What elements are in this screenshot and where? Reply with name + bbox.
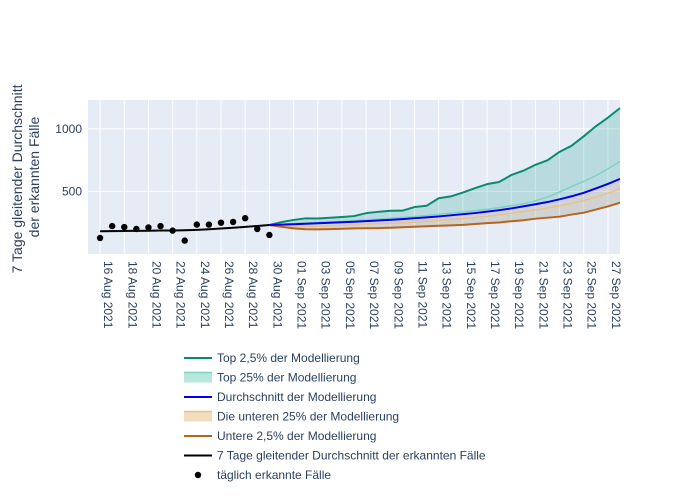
- legend-label: täglich erkannte Fälle: [217, 468, 331, 482]
- x-tick-label: 17 Sep 2021: [488, 261, 502, 329]
- series-line-top-2-5: [269, 107, 621, 226]
- legend-item[interactable]: Die unteren 25% der Modellierung: [184, 410, 399, 424]
- daily-cases-point: [205, 221, 213, 228]
- daily-cases-point: [193, 221, 201, 228]
- legend-label: Durchschnitt der Modellierung: [217, 390, 376, 404]
- daily-cases-point: [108, 222, 116, 230]
- daily-cases-point: [181, 237, 188, 244]
- bands: [269, 108, 620, 230]
- y-tick-label: 500: [62, 184, 82, 198]
- markers: [96, 214, 273, 244]
- x-tick-label: 21 Sep 2021: [536, 261, 550, 329]
- series-line-lower-25: [269, 188, 621, 228]
- legend: Top 2,5% der Modellierung Top 25% der Mod…: [184, 351, 486, 482]
- x-tick-label: 13 Sep 2021: [440, 261, 454, 329]
- x-tick-label: 22 Aug 2021: [174, 261, 188, 329]
- y-axis-ticks: 500 1000: [55, 122, 82, 199]
- legend-swatch: [184, 411, 212, 422]
- legend-label: Top 25% der Modellierung: [217, 371, 356, 385]
- legend-item[interactable]: täglich erkannte Fälle: [194, 468, 332, 482]
- upper-uncertainty-band: [269, 108, 620, 225]
- x-tick-label: 25 Sep 2021: [585, 261, 599, 329]
- y-axis-title-line-2: der erkannten Fälle: [26, 116, 42, 237]
- daily-cases-point: [96, 234, 104, 242]
- x-tick-label: 26 Aug 2021: [222, 261, 236, 329]
- legend-item[interactable]: Untere 2,5% der Modellierung: [184, 429, 376, 443]
- legend-item[interactable]: Top 2,5% der Modellierung: [184, 351, 360, 365]
- legend-item[interactable]: 7 Tage gleitender Durchschnitt der erkan…: [184, 449, 486, 463]
- y-axis-title: 7 Tage gleitender Durchschnitt der erkan…: [9, 81, 42, 274]
- legend-item[interactable]: Durchschnitt der Modellierung: [184, 390, 376, 404]
- daily-cases-point: [157, 222, 164, 230]
- x-tick-label: 27 Sep 2021: [609, 261, 623, 329]
- daily-cases-point: [121, 223, 128, 231]
- daily-cases-point: [169, 227, 176, 234]
- y-tick-label: 1000: [55, 122, 82, 136]
- x-tick-label: 18 Aug 2021: [125, 261, 139, 329]
- x-tick-label: 30 Aug 2021: [270, 261, 284, 329]
- daily-cases-point: [229, 218, 237, 226]
- legend-label: Untere 2,5% der Modellierung: [217, 429, 376, 443]
- legend-swatch: [184, 372, 212, 383]
- x-tick-label: 05 Sep 2021: [343, 261, 357, 329]
- legend-swatch: [194, 471, 202, 479]
- daily-cases-point: [217, 219, 225, 226]
- legend-label: 7 Tage gleitender Durchschnitt der erkan…: [217, 449, 486, 463]
- x-tick-label: 15 Sep 2021: [464, 261, 478, 329]
- legend-label: Top 2,5% der Modellierung: [217, 351, 360, 365]
- legend-item[interactable]: Top 25% der Modellierung: [184, 371, 356, 385]
- x-tick-label: 19 Sep 2021: [512, 261, 526, 329]
- daily-cases-point: [145, 224, 152, 231]
- y-axis-title-line-1: 7 Tage gleitender Durchschnitt: [9, 84, 25, 273]
- x-tick-label: 01 Sep 2021: [295, 261, 309, 329]
- x-tick-label: 16 Aug 2021: [101, 261, 115, 329]
- x-tick-label: 07 Sep 2021: [367, 261, 381, 329]
- series-line-lower-2-5: [269, 201, 621, 231]
- x-tick-label: 09 Sep 2021: [391, 261, 405, 329]
- x-tick-label: 11 Sep 2021: [415, 261, 429, 328]
- daily-cases-point: [254, 225, 261, 233]
- daily-cases-point: [133, 225, 140, 233]
- x-tick-label: 20 Aug 2021: [149, 261, 163, 329]
- series-lines: [100, 107, 621, 233]
- x-tick-label: 24 Aug 2021: [198, 261, 212, 329]
- x-tick-label: 28 Aug 2021: [246, 261, 260, 329]
- lower-uncertainty-band: [269, 178, 620, 230]
- daily-cases-point: [266, 231, 273, 239]
- x-tick-label: 23 Sep 2021: [561, 261, 575, 329]
- daily-cases-point: [241, 214, 249, 222]
- legend-label: Die unteren 25% der Modellierung: [217, 410, 399, 424]
- series-line-7day-average: [100, 223, 270, 233]
- x-tick-label: 03 Sep 2021: [319, 261, 333, 329]
- x-axis-ticks: 16 Aug 2021 18 Aug 2021 20 Aug 2021 22 Aug …: [101, 261, 623, 329]
- series-line-mean: [269, 177, 621, 226]
